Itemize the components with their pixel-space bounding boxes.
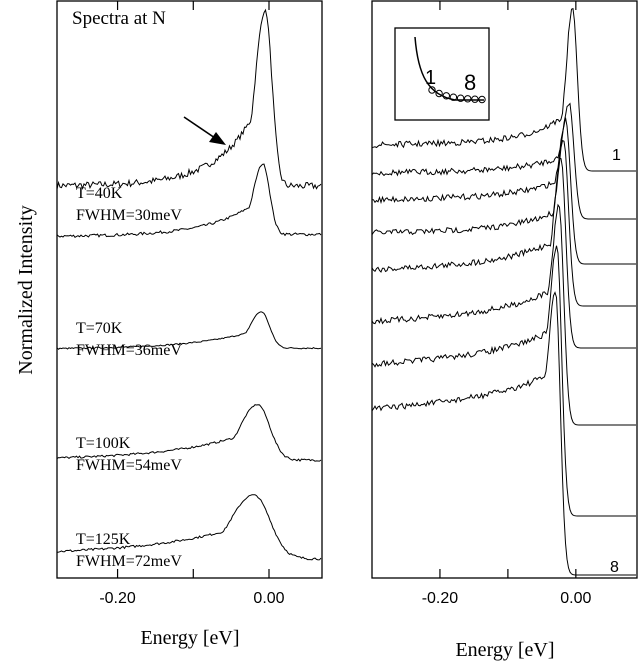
left-series-label: T=125K [76, 531, 131, 548]
right-x-tick-label: -0.20 [422, 590, 459, 607]
left-x-tick-label: -0.20 [99, 590, 136, 607]
left-curve [56, 494, 322, 561]
left-x-tick-label: 0.00 [253, 590, 284, 607]
right-plot-frame [371, 0, 638, 579]
left-curve [56, 311, 322, 350]
left-series-label: FWHM=30meV [76, 207, 182, 224]
left-series-label: T=40K [76, 185, 123, 202]
inset-point [471, 95, 479, 103]
right-curve [371, 7, 636, 172]
inset-frame [394, 27, 490, 121]
inset-point [456, 94, 465, 102]
right-curve [371, 117, 636, 265]
inset-label-first: 1 [425, 67, 436, 89]
right-curve [371, 203, 636, 426]
left-x-axis-label: Energy [eV] [140, 627, 239, 649]
inset-point [478, 95, 486, 104]
curve-label-first: 1 [612, 147, 621, 164]
right-curve [371, 157, 636, 349]
arrow-annotation [183, 116, 226, 145]
left-series-label: FWHM=54meV [76, 457, 182, 474]
inset-label-last: 8 [464, 70, 476, 95]
right-curve [371, 245, 636, 517]
inset-curve [414, 36, 484, 101]
left-series-label: FWHM=36meV [76, 342, 182, 359]
left-plot-frame [56, 0, 323, 579]
curve-label-last: 8 [610, 559, 619, 576]
left-series-label: T=70K [76, 320, 123, 337]
right-x-tick-label: 0.00 [560, 590, 591, 607]
left-panel-title: Spectra at N [72, 8, 166, 29]
left-curve [56, 8, 322, 190]
right-curve [371, 139, 636, 307]
right-x-axis-label: Energy [eV] [455, 639, 554, 661]
left-series-label: T=100K [76, 435, 131, 452]
inset: 1 8 [394, 27, 490, 121]
right-curve [371, 102, 636, 220]
inset-point [449, 93, 458, 101]
inset-point [442, 92, 450, 100]
inset-point [435, 89, 443, 98]
inset-point [428, 86, 436, 94]
left-curve [56, 404, 322, 462]
right-curve [371, 291, 636, 576]
inset-point [464, 95, 472, 103]
y-axis-label: Normalized Intensity [15, 205, 37, 374]
left-series-label: FWHM=72meV [76, 553, 182, 570]
left-curve [56, 163, 322, 238]
